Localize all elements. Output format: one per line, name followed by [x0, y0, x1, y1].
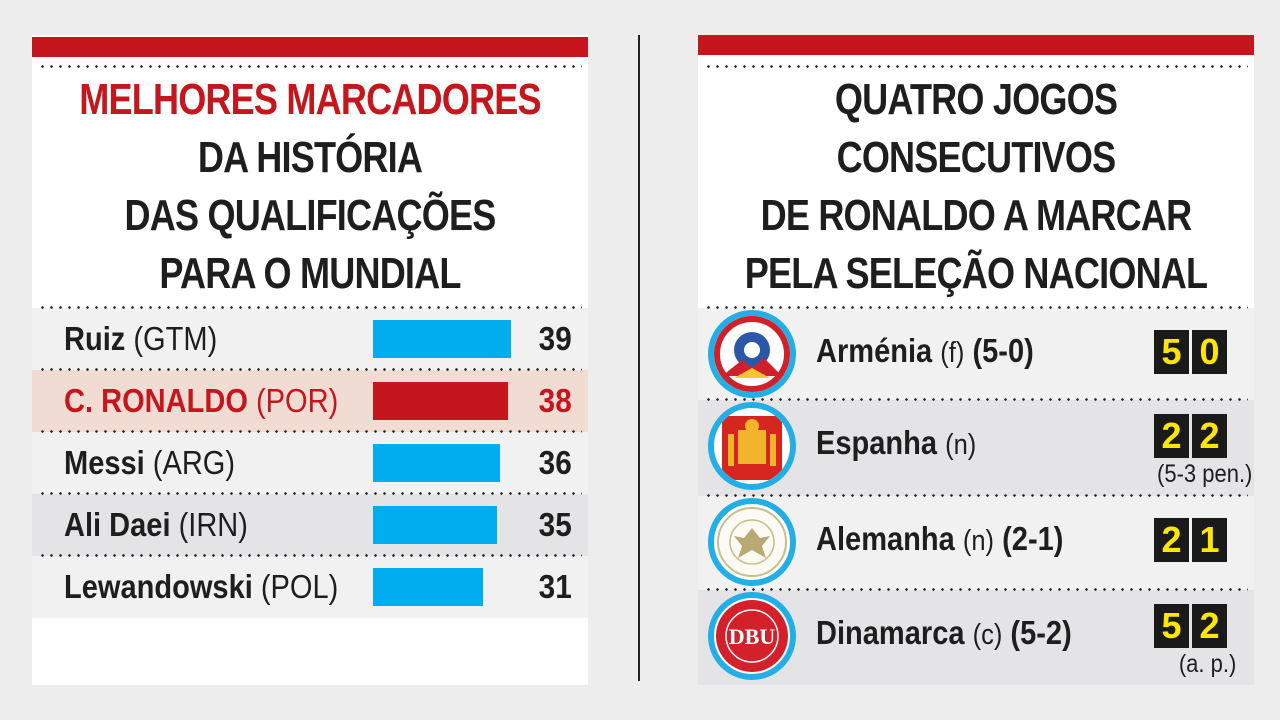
match-team: Alemanha (n) (2-1)	[816, 520, 1064, 557]
scorer-name: Lewandowski (POL)	[64, 568, 339, 605]
spain-crest-icon	[708, 402, 796, 490]
consecutive-games-panel: QUATRO JOGOS CONSECUTIVOS DE RONALDO A M…	[698, 35, 1254, 685]
match-score: 2 2	[1154, 414, 1227, 458]
match-score: 2 1	[1154, 518, 1227, 562]
score-digit: 5	[1154, 330, 1189, 374]
bar-mark	[373, 444, 501, 482]
divider-dots	[704, 494, 1248, 497]
bar-value-label: 36	[538, 444, 572, 481]
divider-dots	[38, 368, 582, 371]
bar-value-label: 31	[538, 568, 572, 605]
match-team: Arménia (f) (5-0)	[816, 332, 1034, 369]
divider-dots	[38, 430, 582, 433]
match-score: 5 2	[1154, 604, 1227, 648]
bar-value-label: 35	[538, 506, 572, 543]
chart-title: MELHORES MARCADORES DA HISTÓRIA DAS QUAL…	[79, 75, 541, 298]
header-bar	[32, 37, 588, 57]
svg-text:DBU: DBU	[729, 624, 776, 649]
score-digit: 2	[1192, 414, 1227, 458]
divider-dots	[38, 492, 582, 495]
score-digit: 2	[1154, 414, 1189, 458]
divider-dots	[704, 306, 1248, 309]
bar-mark	[373, 568, 483, 606]
score-digit: 0	[1192, 330, 1227, 374]
match-score: 5 0	[1154, 330, 1227, 374]
column-divider	[638, 35, 640, 681]
denmark-crest-icon: DBU	[708, 592, 796, 680]
match-row: Arménia (f) (5-0) 5 0	[698, 306, 1254, 400]
top-scorers-panel: MELHORES MARCADORES DA HISTÓRIA DAS QUAL…	[32, 35, 588, 685]
divider-dots	[704, 588, 1248, 591]
armenia-crest-icon	[708, 310, 796, 398]
bar-value-label: 39	[538, 320, 572, 357]
match-team: Espanha (n)	[816, 424, 977, 461]
score-digit: 2	[1192, 604, 1227, 648]
bar-mark	[373, 506, 497, 544]
match-note: (5-3 pen.)	[1156, 460, 1252, 488]
scorer-row: Ruiz (GTM) 39	[32, 306, 588, 370]
bar-mark	[373, 382, 508, 420]
bar-value-label: 38	[538, 382, 572, 419]
bar-mark	[373, 320, 512, 358]
score-digit: 2	[1154, 518, 1189, 562]
scorer-row: Ali Daei (IRN) 35	[32, 492, 588, 556]
section-title: QUATRO JOGOS CONSECUTIVOS DE RONALDO A M…	[744, 75, 1208, 298]
scorer-name: C. RONALDO (POR)	[64, 382, 339, 419]
match-team: Dinamarca (c) (5-2)	[816, 614, 1072, 651]
divider-dots	[38, 65, 582, 68]
scorer-name: Messi (ARG)	[64, 444, 236, 481]
match-note: (a. p.)	[1178, 650, 1236, 678]
divider-dots	[38, 554, 582, 557]
scorer-row: C. RONALDO (POR) 38	[32, 368, 588, 432]
germany-crest-icon	[708, 498, 796, 586]
scorer-name: Ruiz (GTM)	[64, 320, 218, 357]
header-bar	[698, 35, 1254, 55]
match-row: Alemanha (n) (2-1) 2 1	[698, 494, 1254, 590]
scorer-name: Ali Daei (IRN)	[64, 506, 248, 543]
score-digit: 5	[1154, 604, 1189, 648]
scorer-row: Lewandowski (POL) 31	[32, 554, 588, 618]
divider-dots	[704, 65, 1248, 68]
score-digit: 1	[1192, 518, 1227, 562]
divider-dots	[38, 306, 582, 309]
match-row: DBU Dinamarca (c) (5-2) 5 2 (a. p.)	[698, 588, 1254, 685]
divider-dots	[704, 398, 1248, 401]
match-row: Espanha (n) 2 2 (5-3 pen.)	[698, 398, 1254, 496]
scorer-row: Messi (ARG) 36	[32, 430, 588, 494]
